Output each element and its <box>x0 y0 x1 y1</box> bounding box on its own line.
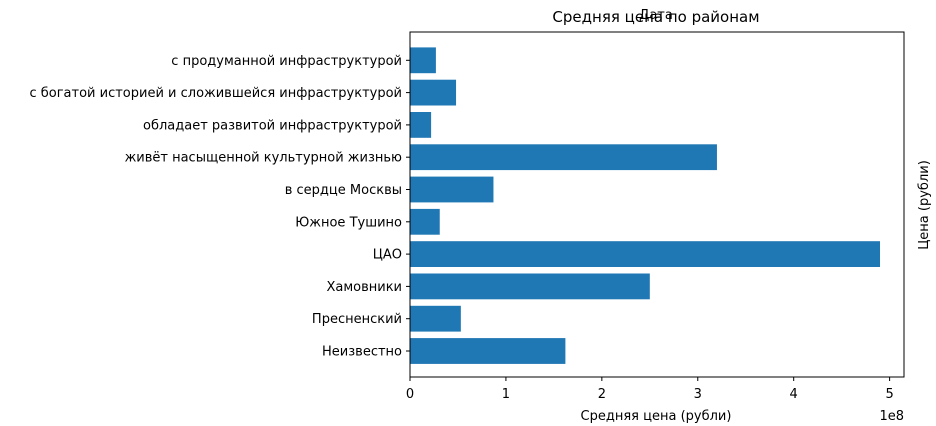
y-tick-label: Неизвестно <box>322 345 402 360</box>
y-tick-label: с продуманной инфраструктурой <box>171 54 402 69</box>
y-tick-label: с богатой историей и сложившейся инфраст… <box>29 86 402 101</box>
bar <box>410 47 436 74</box>
bar <box>410 176 494 203</box>
right-axis-label: Цена (рубли) <box>917 160 932 250</box>
y-tick-label: ЦАО <box>373 248 402 263</box>
y-tick-label: Хамовники <box>326 280 402 295</box>
y-axis-ticks: Неизвестно Пресненский Хамовники ЦАО Южное Т… <box>29 54 410 360</box>
bar <box>410 305 461 332</box>
plot-frame <box>409 31 905 378</box>
bar <box>410 144 717 171</box>
x-tick-label: 3 <box>694 387 702 402</box>
x-axis-label: Средняя цена (рубли) <box>581 409 732 424</box>
y-tick-label: Южное Тушино <box>295 215 402 230</box>
y-tick-label: живёт насыщенной культурной жизнью <box>125 151 402 166</box>
x-axis-offset-text: 1e8 <box>879 409 904 424</box>
x-tick-label: 1 <box>502 387 510 402</box>
bar-series <box>410 47 881 364</box>
x-tick-label: 4 <box>790 387 798 402</box>
x-tick-label: 5 <box>885 387 893 402</box>
bar <box>410 112 432 138</box>
bar <box>410 208 440 235</box>
bar <box>410 241 881 267</box>
chart-title: Средняя цена по районам <box>552 8 759 26</box>
bar <box>410 79 457 106</box>
x-tick-label: 2 <box>598 387 606 402</box>
y-tick-label: обладает развитой инфраструктурой <box>143 118 402 133</box>
x-tick-label: 0 <box>406 387 414 402</box>
bar <box>410 273 650 300</box>
overlay-label: Дата <box>639 8 673 23</box>
x-axis-ticks: 0 1 2 3 4 5 <box>406 377 894 402</box>
y-tick-label: Пресненский <box>312 312 402 327</box>
y-tick-label: в сердце Москвы <box>285 183 402 198</box>
bar <box>410 338 566 364</box>
